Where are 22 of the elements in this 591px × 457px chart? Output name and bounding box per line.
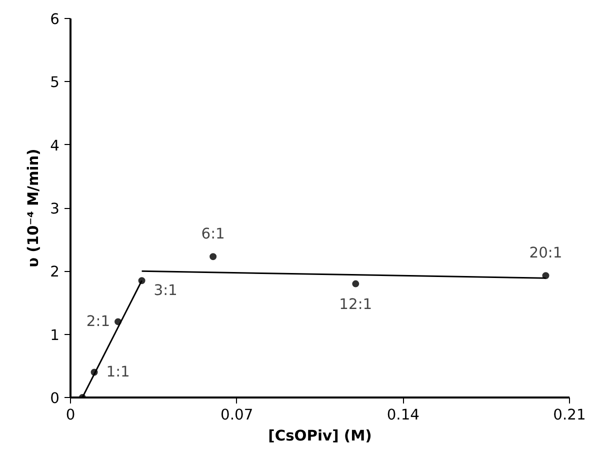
x-tick-label: 0 [66, 406, 76, 424]
point [542, 272, 550, 280]
x-tick-label: 0.14 [386, 406, 420, 424]
y-tick-label: 3 [50, 200, 60, 218]
annotation: 1:1 [106, 364, 130, 381]
y-tick-label: 0 [50, 390, 60, 407]
annotation: 2:1 [86, 313, 110, 330]
y-tick-label: 2 [50, 264, 60, 281]
y-tick-label: 5 [50, 74, 60, 92]
x-axis-title: [CsOPiv] (M) [268, 428, 372, 444]
x-tick-label: 0.21 [553, 406, 586, 424]
y-tick-label: 4 [50, 137, 60, 154]
y-tick-label: 6 [50, 11, 60, 28]
point [210, 253, 217, 260]
annotation: 20:1 [529, 244, 562, 262]
annotation: 3:1 [154, 282, 178, 300]
x-tick-label: 0.07 [220, 406, 254, 424]
point [352, 280, 360, 288]
y-axis-title: υ (10⁻⁴ M/min) [25, 148, 42, 268]
annotation: 12:1 [339, 296, 372, 313]
annotation: 6:1 [201, 226, 225, 243]
y-tick-label: 1 [50, 326, 60, 344]
